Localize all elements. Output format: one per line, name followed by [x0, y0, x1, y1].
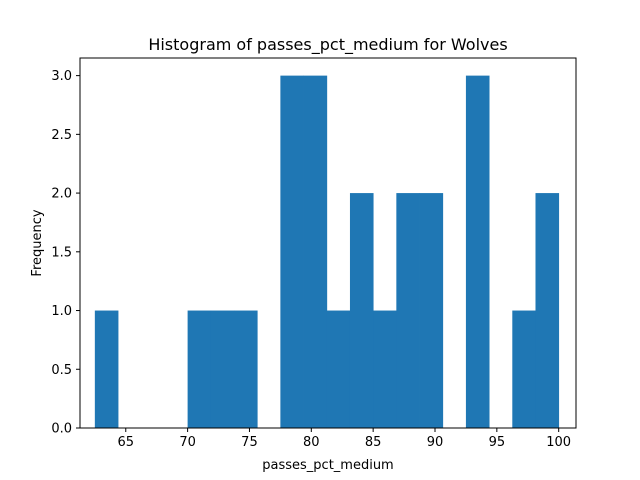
histogram-bar [234, 310, 258, 428]
y-axis-ticks: 0.0 0.5 1.0 1.5 2.0 2.5 3.0 [51, 69, 80, 437]
histogram-bar [419, 193, 444, 428]
histogram-bar [210, 310, 235, 428]
bars-layer [94, 75, 560, 429]
histogram-bar [303, 75, 328, 429]
y-tick-label: 0.0 [51, 422, 72, 437]
histogram-bar [396, 193, 420, 428]
histogram-bar [94, 310, 119, 428]
x-tick-label: 75 [241, 435, 258, 450]
y-tick-label: 3.0 [51, 69, 72, 84]
histogram-bar [465, 75, 490, 429]
y-tick-label: 1.0 [51, 304, 72, 319]
x-axis-label: passes_pct_medium [262, 458, 393, 473]
histogram-bar [280, 75, 304, 429]
y-axis-label: Frequency [30, 209, 45, 276]
x-tick-label: 70 [179, 435, 196, 450]
histogram-bar [512, 310, 536, 428]
x-axis-ticks: 65 70 75 80 85 90 95 100 [117, 428, 571, 450]
plot-frame [79, 57, 577, 429]
y-tick-label: 0.5 [51, 363, 72, 378]
histogram-bar [349, 193, 374, 428]
histogram-bar [373, 310, 397, 428]
x-tick-label: 65 [117, 435, 134, 450]
chart-title: Histogram of passes_pct_medium for Wolve… [148, 35, 507, 55]
y-tick-label: 2.5 [51, 128, 72, 143]
histogram-bar [326, 310, 351, 428]
y-tick-label: 1.5 [51, 245, 72, 260]
x-tick-label: 100 [546, 435, 571, 450]
x-tick-label: 90 [427, 435, 444, 450]
histogram-bar [187, 310, 212, 428]
x-tick-label: 80 [303, 435, 320, 450]
x-tick-label: 95 [489, 435, 506, 450]
y-tick-label: 2.0 [51, 187, 72, 202]
x-tick-label: 85 [365, 435, 382, 450]
histogram-bar [535, 193, 560, 428]
